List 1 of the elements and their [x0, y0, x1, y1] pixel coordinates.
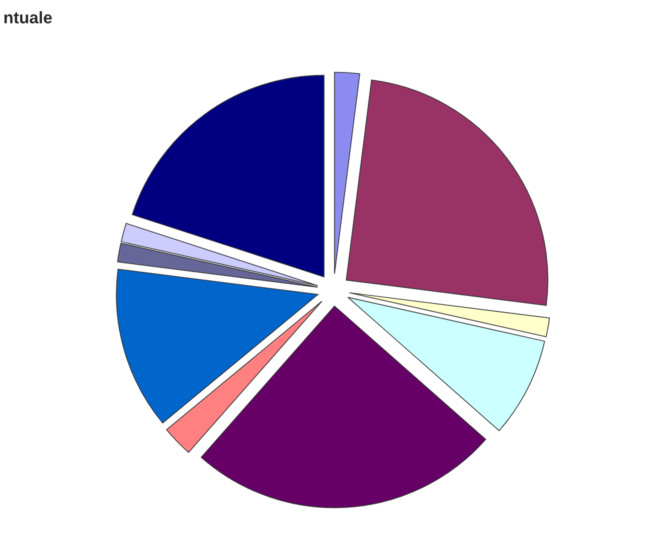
chart-title: ntuale	[4, 11, 52, 24]
